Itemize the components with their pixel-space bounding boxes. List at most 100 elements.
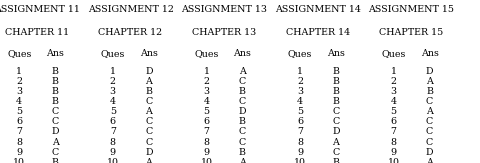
Text: C: C bbox=[51, 117, 59, 126]
Text: A: A bbox=[239, 67, 246, 76]
Text: 6: 6 bbox=[391, 117, 396, 126]
Text: D: D bbox=[426, 148, 433, 157]
Text: 4: 4 bbox=[391, 97, 396, 106]
Text: 1: 1 bbox=[16, 67, 22, 76]
Text: 4: 4 bbox=[110, 97, 116, 106]
Text: 9: 9 bbox=[110, 148, 116, 157]
Text: Ans: Ans bbox=[420, 49, 439, 58]
Text: B: B bbox=[333, 67, 339, 76]
Text: 2: 2 bbox=[110, 77, 116, 86]
Text: Ans: Ans bbox=[233, 49, 252, 58]
Text: 5: 5 bbox=[204, 107, 209, 116]
Text: 10: 10 bbox=[201, 158, 212, 163]
Text: C: C bbox=[239, 77, 246, 86]
Text: Ques: Ques bbox=[7, 49, 31, 58]
Text: B: B bbox=[333, 87, 339, 96]
Text: 9: 9 bbox=[391, 148, 396, 157]
Text: C: C bbox=[426, 97, 433, 106]
Text: A: A bbox=[426, 77, 433, 86]
Text: ASSIGNMENT 12: ASSIGNMENT 12 bbox=[88, 5, 173, 14]
Text: 5: 5 bbox=[391, 107, 396, 116]
Text: C: C bbox=[239, 97, 246, 106]
Text: 3: 3 bbox=[297, 87, 303, 96]
Text: 7: 7 bbox=[16, 127, 22, 136]
Text: 2: 2 bbox=[16, 77, 22, 86]
Text: C: C bbox=[332, 148, 340, 157]
Text: 5: 5 bbox=[110, 107, 116, 116]
Text: 1: 1 bbox=[110, 67, 116, 76]
Text: ASSIGNMENT 15: ASSIGNMENT 15 bbox=[368, 5, 455, 14]
Text: 9: 9 bbox=[16, 148, 22, 157]
Text: 9: 9 bbox=[204, 148, 209, 157]
Text: C: C bbox=[332, 107, 340, 116]
Text: B: B bbox=[52, 67, 59, 76]
Text: CHAPTER 15: CHAPTER 15 bbox=[379, 28, 444, 37]
Text: 10: 10 bbox=[387, 158, 399, 163]
Text: 10: 10 bbox=[13, 158, 25, 163]
Text: 8: 8 bbox=[204, 138, 209, 147]
Text: 6: 6 bbox=[110, 117, 116, 126]
Text: 8: 8 bbox=[297, 138, 303, 147]
Text: 6: 6 bbox=[297, 117, 303, 126]
Text: ASSIGNMENT 13: ASSIGNMENT 13 bbox=[181, 5, 267, 14]
Text: 10: 10 bbox=[107, 158, 119, 163]
Text: 2: 2 bbox=[391, 77, 396, 86]
Text: CHAPTER 11: CHAPTER 11 bbox=[5, 28, 69, 37]
Text: B: B bbox=[52, 87, 59, 96]
Text: 8: 8 bbox=[110, 138, 116, 147]
Text: 4: 4 bbox=[204, 97, 209, 106]
Text: B: B bbox=[333, 77, 339, 86]
Text: ASSIGNMENT 11: ASSIGNMENT 11 bbox=[0, 5, 80, 14]
Text: 4: 4 bbox=[16, 97, 22, 106]
Text: 3: 3 bbox=[110, 87, 116, 96]
Text: C: C bbox=[51, 107, 59, 116]
Text: 7: 7 bbox=[391, 127, 396, 136]
Text: 4: 4 bbox=[297, 97, 303, 106]
Text: D: D bbox=[426, 67, 433, 76]
Text: B: B bbox=[239, 87, 246, 96]
Text: B: B bbox=[145, 87, 152, 96]
Text: Ques: Ques bbox=[288, 49, 312, 58]
Text: C: C bbox=[51, 148, 59, 157]
Text: A: A bbox=[426, 107, 433, 116]
Text: Ques: Ques bbox=[382, 49, 406, 58]
Text: C: C bbox=[426, 127, 433, 136]
Text: 3: 3 bbox=[16, 87, 22, 96]
Text: A: A bbox=[52, 138, 59, 147]
Text: 9: 9 bbox=[297, 148, 303, 157]
Text: C: C bbox=[145, 127, 153, 136]
Text: B: B bbox=[333, 158, 339, 163]
Text: 3: 3 bbox=[204, 87, 209, 96]
Text: C: C bbox=[332, 117, 340, 126]
Text: D: D bbox=[145, 148, 153, 157]
Text: C: C bbox=[426, 117, 433, 126]
Text: CHAPTER 13: CHAPTER 13 bbox=[192, 28, 256, 37]
Text: C: C bbox=[426, 138, 433, 147]
Text: A: A bbox=[426, 158, 433, 163]
Text: Ans: Ans bbox=[140, 49, 158, 58]
Text: 1: 1 bbox=[297, 67, 303, 76]
Text: C: C bbox=[145, 117, 153, 126]
Text: 1: 1 bbox=[204, 67, 209, 76]
Text: C: C bbox=[239, 127, 246, 136]
Text: A: A bbox=[333, 138, 339, 147]
Text: A: A bbox=[145, 77, 152, 86]
Text: B: B bbox=[239, 117, 246, 126]
Text: D: D bbox=[239, 107, 246, 116]
Text: B: B bbox=[333, 97, 339, 106]
Text: 2: 2 bbox=[204, 77, 209, 86]
Text: CHAPTER 12: CHAPTER 12 bbox=[98, 28, 163, 37]
Text: D: D bbox=[332, 127, 340, 136]
Text: 6: 6 bbox=[204, 117, 209, 126]
Text: 3: 3 bbox=[391, 87, 396, 96]
Text: 6: 6 bbox=[16, 117, 22, 126]
Text: 7: 7 bbox=[110, 127, 116, 136]
Text: B: B bbox=[52, 158, 59, 163]
Text: ASSIGNMENT 14: ASSIGNMENT 14 bbox=[275, 5, 360, 14]
Text: C: C bbox=[239, 138, 246, 147]
Text: B: B bbox=[52, 97, 59, 106]
Text: 10: 10 bbox=[294, 158, 306, 163]
Text: 7: 7 bbox=[204, 127, 209, 136]
Text: A: A bbox=[145, 107, 152, 116]
Text: C: C bbox=[145, 97, 153, 106]
